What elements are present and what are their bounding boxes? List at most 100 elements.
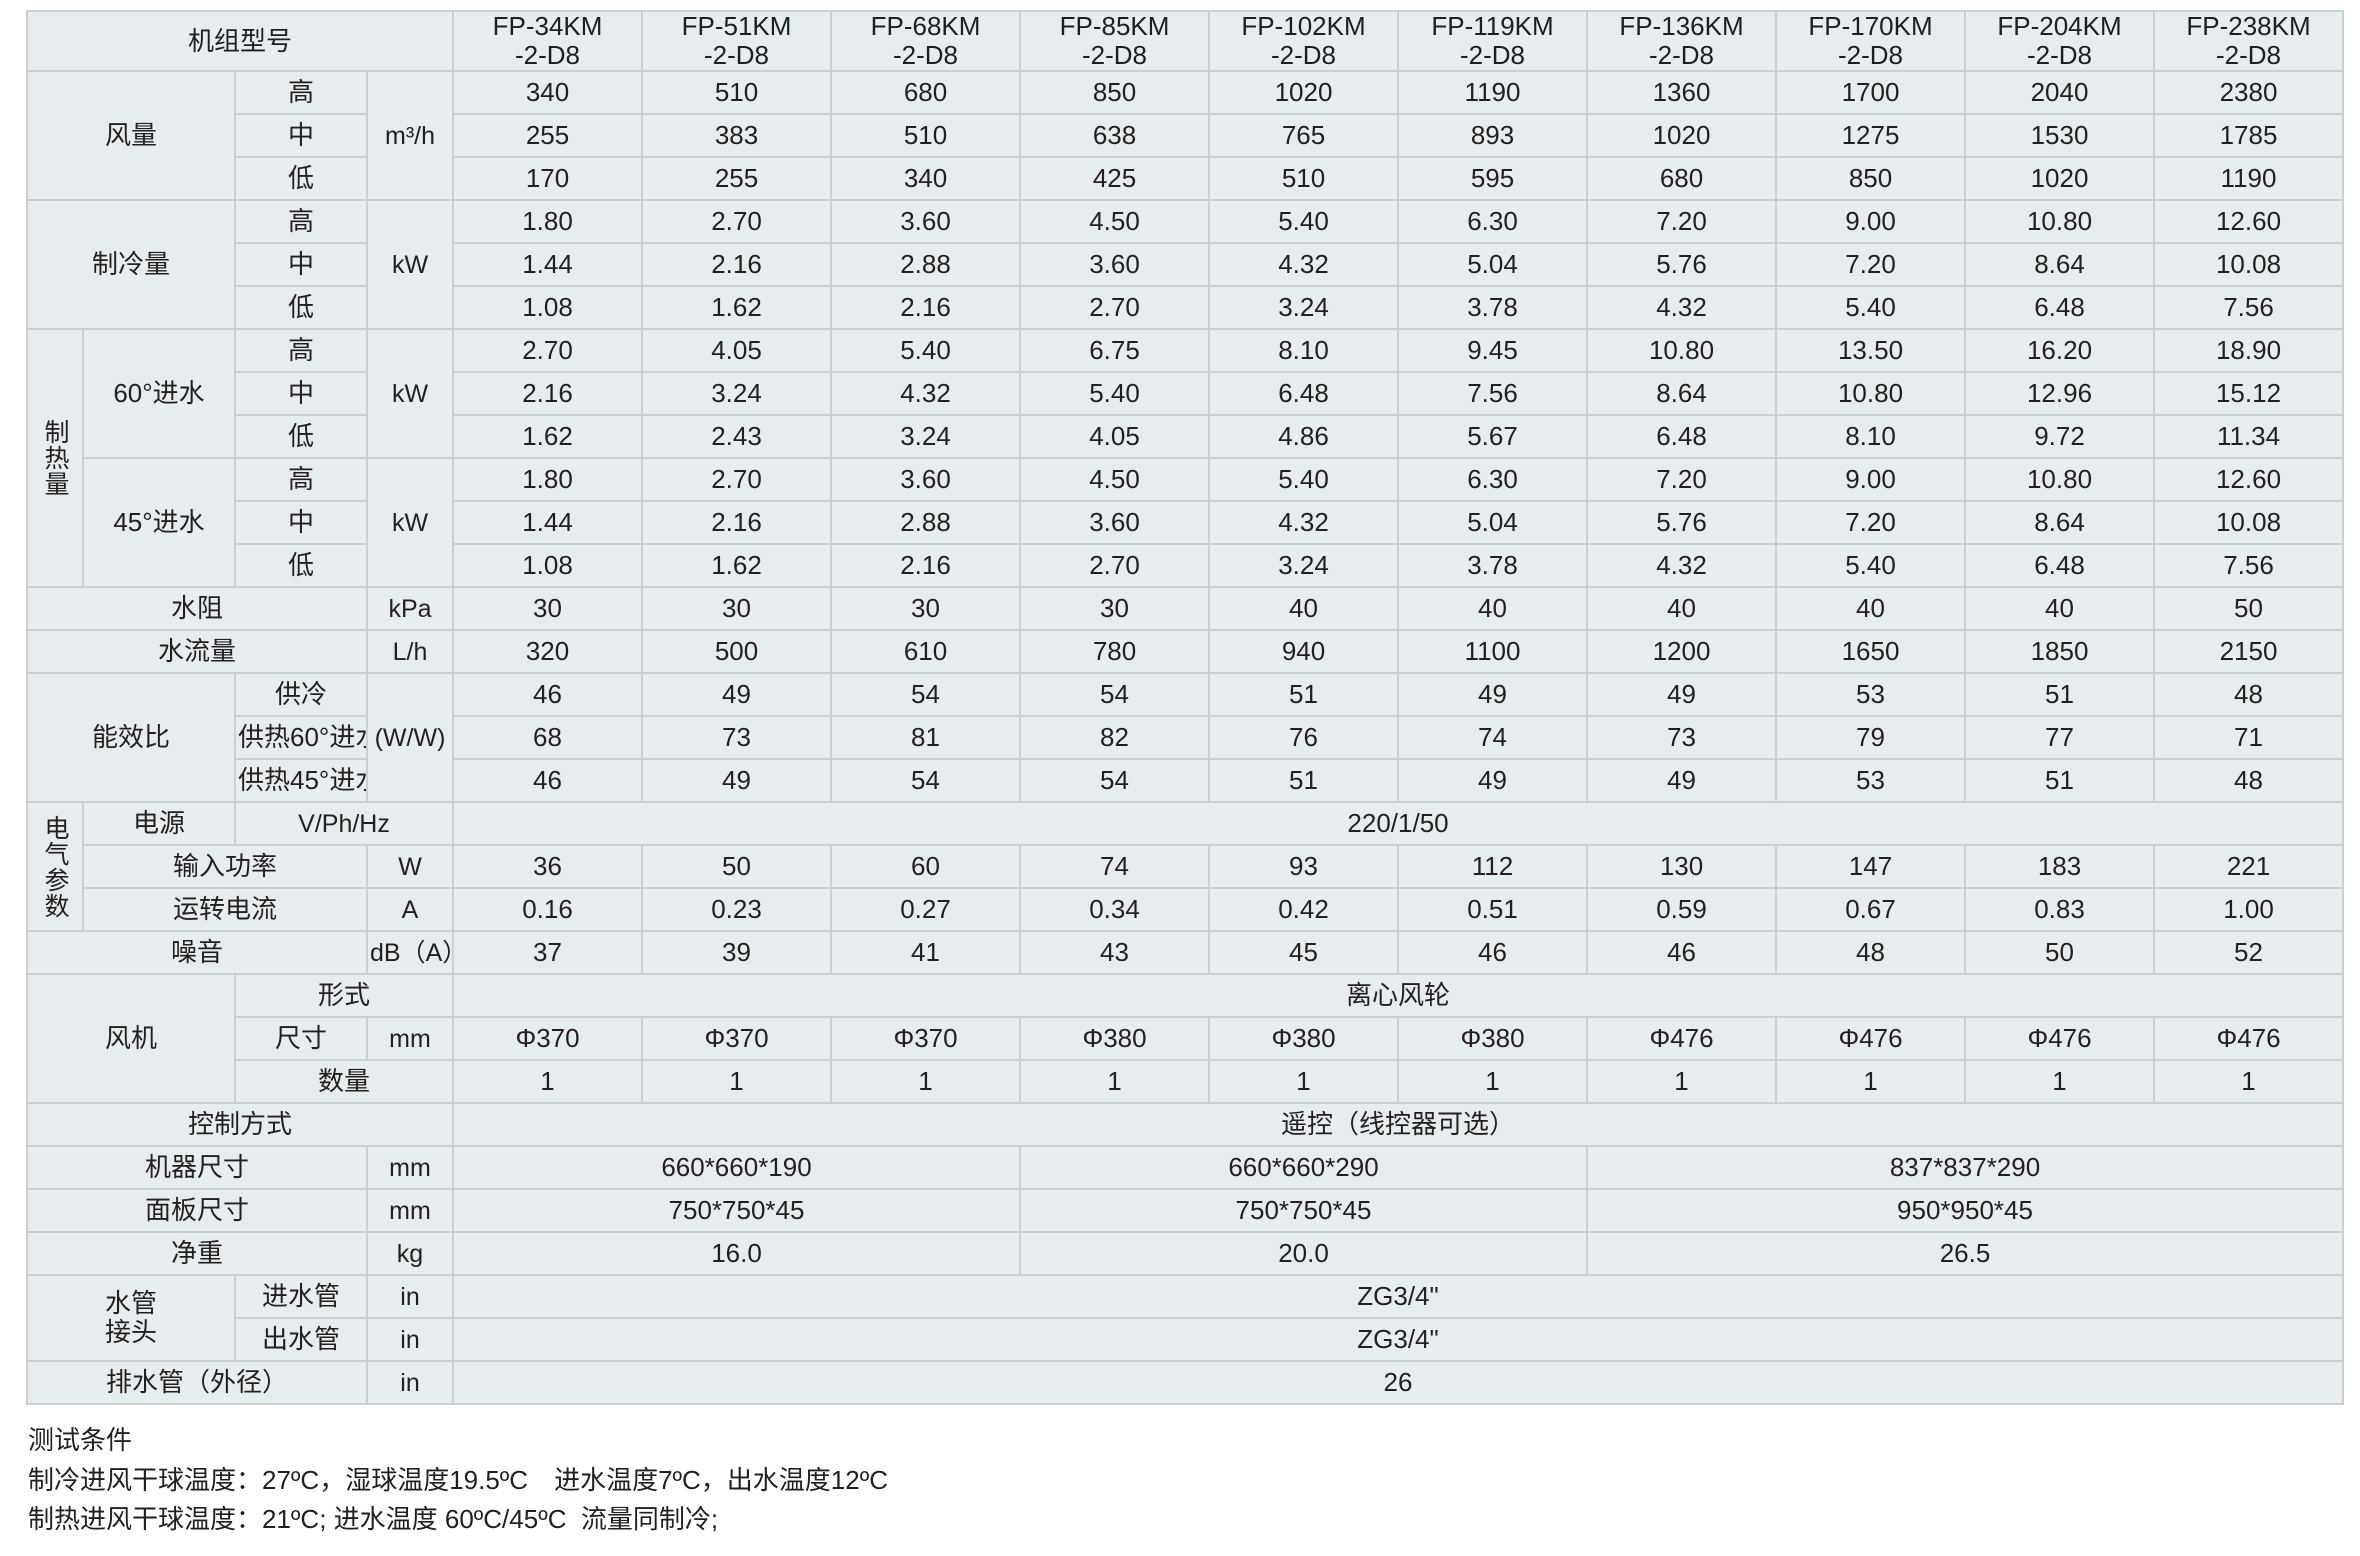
row-label-inlet-60: 60°进水 — [82, 328, 236, 460]
cell-value: 4.50 — [1019, 199, 1211, 245]
cell-value: 780 — [1019, 629, 1211, 675]
cell-value: 74 — [1019, 844, 1211, 890]
cell-value: Φ476 — [2153, 1016, 2345, 1062]
cell-value: 1020 — [1586, 113, 1778, 159]
cell-value: 1 — [1964, 1059, 2156, 1105]
table-row: 水管 接头 进水管 in ZG3/4" — [26, 1274, 2345, 1363]
cell-value: 1850 — [1964, 629, 2156, 675]
cell-value: 3.24 — [1208, 543, 1400, 589]
cell-value: 1 — [830, 1059, 1022, 1105]
unit-kw: kW — [365, 199, 455, 331]
row-label-input-power: 输入功率 — [82, 844, 368, 890]
table-row: 风量 高 m³/h 340 510 680 850 1020 1190 1360… — [26, 70, 2345, 202]
cell-value: 2380 — [2153, 70, 2345, 116]
machine-size-group-1: 660*660*190 — [452, 1145, 1022, 1191]
row-label-fan-size: 尺寸 — [234, 1016, 368, 1062]
row-label-water-flow: 水流量 — [26, 629, 368, 675]
cell-value: 16.20 — [1964, 328, 2156, 374]
outlet-pipe-value: ZG3/4" — [452, 1317, 2345, 1363]
unit-w-per-w: (W/W) — [365, 672, 455, 804]
net-weight-group-3: 26.5 — [1586, 1231, 2345, 1277]
cell-value: 1020 — [1208, 70, 1400, 116]
cell-value: 5.40 — [1019, 371, 1211, 417]
cell-value: 9.72 — [1964, 414, 2156, 460]
cell-value: 10.08 — [2153, 242, 2345, 288]
cell-value: Φ476 — [1964, 1016, 2156, 1062]
model-line1: FP-102KM — [1241, 11, 1366, 41]
cell-value: 3.78 — [1397, 285, 1589, 331]
pipe-joint-line1: 水管 — [104, 1288, 157, 1319]
cell-value: 10.80 — [1586, 328, 1778, 374]
footnote-line-cooling: 制冷进风干球温度：27ºC，湿球温度19.5ºC 进水温度7ºC，出水温度12º… — [28, 1464, 888, 1495]
row-label-electrical-params: 电气参数 — [26, 801, 84, 933]
cell-value: 93 — [1208, 844, 1400, 890]
model-line2: -2-D8 — [893, 40, 959, 71]
cell-value: 2150 — [2153, 629, 2345, 675]
cell-value: 49 — [641, 672, 833, 718]
cell-value: 6.48 — [1208, 371, 1400, 417]
cell-value: 4.32 — [1586, 543, 1778, 589]
row-label-noise: 噪音 — [26, 930, 368, 976]
cell-value: 4.86 — [1208, 414, 1400, 460]
cell-value: 5.67 — [1397, 414, 1589, 460]
cell-value: 1 — [641, 1059, 833, 1105]
cell-value: 46 — [1586, 930, 1778, 976]
cell-value: 7.20 — [1586, 199, 1778, 245]
row-label-control-mode: 控制方式 — [25, 1102, 455, 1148]
cell-value: 1 — [1019, 1059, 1211, 1105]
cell-value: 1 — [1586, 1059, 1778, 1105]
cell-value: 2.70 — [1019, 285, 1211, 331]
unit-in: in — [365, 1360, 455, 1406]
speed-label-low: 低 — [234, 543, 368, 589]
cell-value: Φ370 — [452, 1016, 644, 1062]
table-row: 低 170 255 340 425 510 595 680 850 1020 1… — [27, 156, 2345, 202]
speed-label-low: 低 — [234, 156, 368, 202]
table-row: 电气参数 电源 V/Ph/Hz 220/1/50 — [26, 801, 2345, 933]
cell-value: 500 — [641, 629, 833, 675]
machine-size-group-2: 660*660*290 — [1019, 1145, 1589, 1191]
cell-value: 7.56 — [2153, 285, 2345, 331]
cell-value: 73 — [641, 715, 833, 761]
cell-value: 54 — [1019, 758, 1211, 804]
model-line1: FP-119KM — [1431, 11, 1554, 41]
cell-value: 0.23 — [641, 887, 833, 933]
model-line1: FP-68KM — [870, 11, 981, 41]
cell-value: 54 — [830, 672, 1022, 718]
cell-value: 41 — [830, 930, 1022, 976]
cell-value: 8.10 — [1208, 328, 1400, 374]
table-row: 风机 形式 离心风轮 — [26, 973, 2345, 1105]
table-row: 净重 kg 16.0 20.0 26.5 — [26, 1231, 2345, 1277]
power-source-value: 220/1/50 — [452, 801, 2345, 847]
cell-value: 50 — [641, 844, 833, 890]
speed-label-high: 高 — [234, 70, 368, 116]
cell-value: 4.32 — [830, 371, 1022, 417]
cell-value: 8.10 — [1775, 414, 1967, 460]
cell-value: 680 — [830, 70, 1022, 116]
cell-value: 3.60 — [1019, 500, 1211, 546]
cell-value: 10.08 — [2153, 500, 2345, 546]
model-line2: -2-D8 — [1460, 40, 1526, 71]
speed-label-low: 低 — [234, 285, 368, 331]
cell-value: 81 — [830, 715, 1022, 761]
cell-value: 1 — [1208, 1059, 1400, 1105]
row-label-inlet-pipe: 进水管 — [234, 1274, 368, 1320]
cell-value: 71 — [2153, 715, 2345, 761]
cell-value: 10.80 — [1964, 199, 2156, 245]
cell-value: 610 — [830, 629, 1022, 675]
unit-kg: kg — [365, 1231, 455, 1277]
cell-value: Φ370 — [830, 1016, 1022, 1062]
cell-value: 2.16 — [641, 242, 833, 288]
table-row: 中 2.16 3.24 4.32 5.40 6.48 7.56 8.64 10.… — [27, 371, 2345, 417]
panel-size-group-2: 750*750*45 — [1019, 1188, 1589, 1234]
unit-v-ph-hz: V/Ph/Hz — [233, 801, 455, 847]
table-row: 供热45°进水 46 49 54 54 51 49 49 53 51 48 — [27, 758, 2345, 804]
cell-value: 46 — [452, 672, 644, 718]
cell-value: 3.60 — [830, 199, 1022, 245]
table-row: 机器尺寸 mm 660*660*190 660*660*290 837*837*… — [26, 1145, 2345, 1191]
cell-value: 1 — [452, 1059, 644, 1105]
model-line2: -2-D8 — [515, 40, 581, 71]
cell-value: 680 — [1586, 156, 1778, 202]
net-weight-group-1: 16.0 — [452, 1231, 1022, 1277]
cell-value: 51 — [1208, 758, 1400, 804]
cell-value: 7.56 — [2153, 543, 2345, 589]
